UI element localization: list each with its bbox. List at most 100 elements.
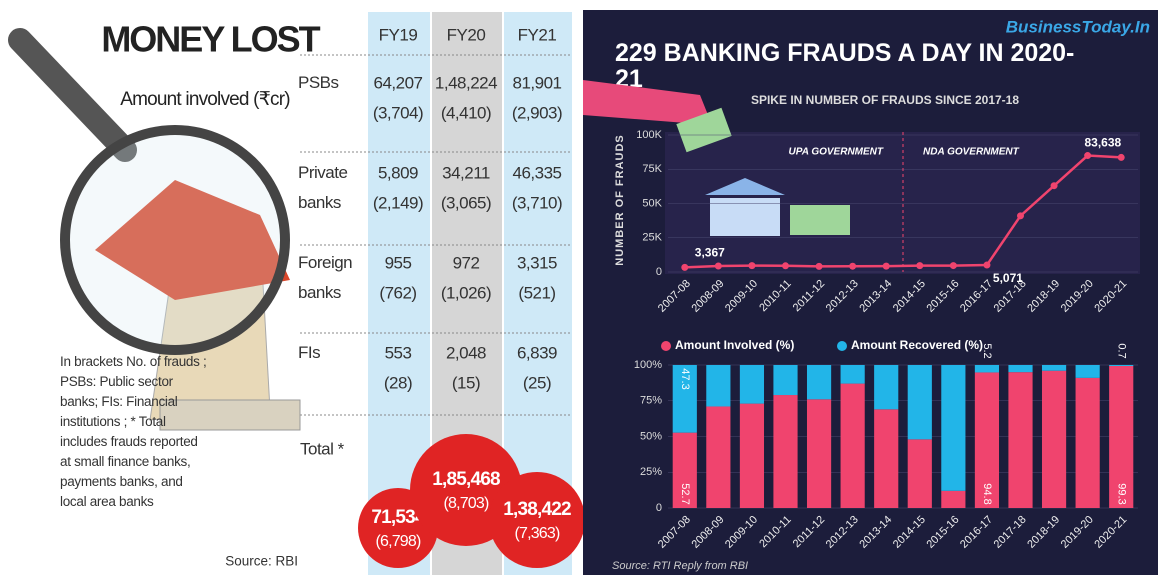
legend-label: Amount Involved (%) bbox=[675, 338, 794, 352]
y-tick-label: 25% bbox=[640, 466, 662, 478]
point bbox=[1084, 152, 1091, 159]
point bbox=[883, 263, 890, 270]
bar-segment bbox=[841, 384, 865, 508]
bar-segment bbox=[1076, 378, 1100, 508]
point bbox=[1051, 182, 1058, 189]
fraud-count: (4,410) bbox=[441, 103, 491, 122]
table-notes: In brackets No. of frauds ; PSBs: Public… bbox=[60, 352, 210, 512]
legend-swatch bbox=[837, 341, 847, 351]
bar-segment bbox=[874, 409, 898, 508]
page: MONEY LOST Amount involved (₹cr) In brac… bbox=[0, 0, 1164, 575]
fraud-count: (7,363) bbox=[514, 525, 560, 542]
glass-lens bbox=[65, 130, 285, 350]
data-label: 0.7 bbox=[1115, 343, 1127, 358]
bar-segment bbox=[773, 365, 797, 395]
bar-segment bbox=[740, 365, 764, 404]
point bbox=[816, 263, 823, 270]
data-label: 3,367 bbox=[695, 246, 725, 260]
y-tick-label: 0 bbox=[656, 266, 662, 278]
amount: 3,315 bbox=[517, 253, 557, 272]
y-tick-label: 100K bbox=[636, 129, 662, 141]
amount: 64,207 bbox=[374, 73, 423, 92]
point bbox=[782, 262, 789, 269]
bar-segment bbox=[1109, 365, 1133, 366]
row-label: FIs bbox=[298, 338, 360, 368]
data-label: 94.8 bbox=[981, 483, 993, 504]
notes-box: In brackets No. of frauds ; PSBs: Public… bbox=[60, 352, 305, 572]
row-label-box: FIs bbox=[298, 338, 360, 408]
bar-segment bbox=[841, 365, 865, 384]
bar-segment bbox=[1042, 371, 1066, 508]
y-tick-label: 0 bbox=[656, 502, 662, 514]
point bbox=[1017, 212, 1024, 219]
y-tick-label: 75K bbox=[642, 163, 662, 175]
row-label: Total * bbox=[300, 439, 345, 458]
bar-segment bbox=[975, 365, 999, 372]
fraud-count: (521) bbox=[518, 283, 555, 302]
bar-segment bbox=[1008, 365, 1032, 372]
bar-segment bbox=[740, 404, 764, 508]
point bbox=[849, 263, 856, 270]
point bbox=[983, 262, 990, 269]
legend-swatch bbox=[661, 341, 671, 351]
y-axis-label: NUMBER OF FRAUDS bbox=[614, 134, 626, 266]
row-label: Private banks bbox=[298, 158, 360, 218]
row-label: PSBs bbox=[298, 68, 360, 98]
bar-segment bbox=[941, 365, 965, 491]
point bbox=[1118, 154, 1125, 161]
amount: 972 bbox=[453, 253, 480, 272]
bar-segment bbox=[1042, 365, 1066, 371]
table-source: Source: RBI bbox=[225, 554, 298, 569]
money-decor bbox=[790, 205, 850, 235]
fraud-count: (28) bbox=[384, 373, 412, 392]
amount: 6,839 bbox=[517, 343, 557, 362]
bar-segment bbox=[1008, 372, 1032, 508]
amount: 34,211 bbox=[442, 163, 490, 182]
point bbox=[950, 262, 957, 269]
amount: 1,38,422 bbox=[503, 499, 571, 520]
table-subtitle: Amount involved (₹cr) bbox=[120, 89, 290, 110]
row-label-box: Foreign banks bbox=[298, 248, 360, 318]
point bbox=[748, 262, 755, 269]
fraud-count: (2,903) bbox=[512, 103, 562, 122]
legend-label: Amount Recovered (%) bbox=[851, 338, 983, 352]
point bbox=[681, 264, 688, 271]
fraud-count: (25) bbox=[523, 373, 551, 392]
y-tick-label: 50K bbox=[642, 197, 662, 209]
bar-segment bbox=[908, 365, 932, 439]
fraud-count: (8,703) bbox=[443, 495, 489, 512]
amount: 81,901 bbox=[513, 73, 562, 92]
chart-title: 229 BANKING FRAUDS A DAY IN 2020-21 bbox=[615, 40, 1095, 92]
bar-segment bbox=[941, 491, 965, 508]
bar-segment bbox=[773, 395, 797, 508]
fraud-count: (6,798) bbox=[375, 533, 421, 550]
table-title: MONEY LOST bbox=[101, 19, 320, 60]
data-label: 83,638 bbox=[1085, 136, 1122, 150]
fraud-count: (1,026) bbox=[441, 283, 491, 302]
point bbox=[916, 262, 923, 269]
amount: 1,85,468 bbox=[432, 469, 500, 490]
source: Source: RTI Reply from RBI bbox=[612, 560, 748, 572]
row-label-box: Private banks bbox=[298, 158, 360, 228]
amount: 46,335 bbox=[513, 163, 562, 182]
y-tick-label: 25K bbox=[642, 232, 662, 244]
y-tick-label: 75% bbox=[640, 395, 662, 407]
bar-segment bbox=[706, 406, 730, 508]
bar-segment bbox=[874, 365, 898, 409]
y-tick-label: 50% bbox=[640, 430, 662, 442]
fraud-count: (3,065) bbox=[441, 193, 491, 212]
amount: 2,048 bbox=[446, 343, 486, 362]
amount: 1,48,224 bbox=[435, 73, 497, 92]
y-tick-label: 100% bbox=[634, 359, 662, 371]
fraud-count: (3,710) bbox=[512, 193, 562, 212]
amount: 955 bbox=[385, 253, 412, 272]
annotation: NDA GOVERNMENT bbox=[923, 147, 1020, 158]
bar-segment bbox=[807, 365, 831, 399]
point bbox=[715, 263, 722, 270]
row-label: Foreign banks bbox=[298, 248, 360, 308]
column-header: FY19 bbox=[379, 25, 418, 44]
data-label: 47.3 bbox=[679, 368, 691, 389]
fraud-count: (762) bbox=[379, 283, 416, 302]
annotation: UPA GOVERNMENT bbox=[789, 147, 884, 158]
bar-segment bbox=[706, 365, 730, 406]
